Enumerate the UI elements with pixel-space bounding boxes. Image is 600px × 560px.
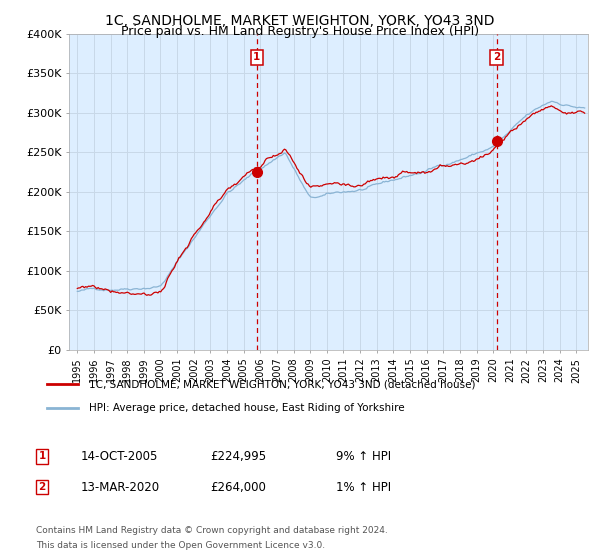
- Text: 1% ↑ HPI: 1% ↑ HPI: [336, 480, 391, 494]
- Text: 1: 1: [38, 451, 46, 461]
- Text: Contains HM Land Registry data © Crown copyright and database right 2024.: Contains HM Land Registry data © Crown c…: [36, 526, 388, 535]
- Text: 14-OCT-2005: 14-OCT-2005: [81, 450, 158, 463]
- Text: HPI: Average price, detached house, East Riding of Yorkshire: HPI: Average price, detached house, East…: [89, 403, 404, 413]
- Text: 1: 1: [253, 52, 260, 62]
- Text: This data is licensed under the Open Government Licence v3.0.: This data is licensed under the Open Gov…: [36, 541, 325, 550]
- Text: 2: 2: [38, 482, 46, 492]
- Text: 2: 2: [493, 52, 500, 62]
- Text: 1C, SANDHOLME, MARKET WEIGHTON, YORK, YO43 3ND (detached house): 1C, SANDHOLME, MARKET WEIGHTON, YORK, YO…: [89, 380, 475, 390]
- Text: £264,000: £264,000: [210, 480, 266, 494]
- Text: 9% ↑ HPI: 9% ↑ HPI: [336, 450, 391, 463]
- Text: 13-MAR-2020: 13-MAR-2020: [81, 480, 160, 494]
- Text: 1C, SANDHOLME, MARKET WEIGHTON, YORK, YO43 3ND: 1C, SANDHOLME, MARKET WEIGHTON, YORK, YO…: [105, 14, 495, 28]
- Text: Price paid vs. HM Land Registry's House Price Index (HPI): Price paid vs. HM Land Registry's House …: [121, 25, 479, 38]
- Text: £224,995: £224,995: [210, 450, 266, 463]
